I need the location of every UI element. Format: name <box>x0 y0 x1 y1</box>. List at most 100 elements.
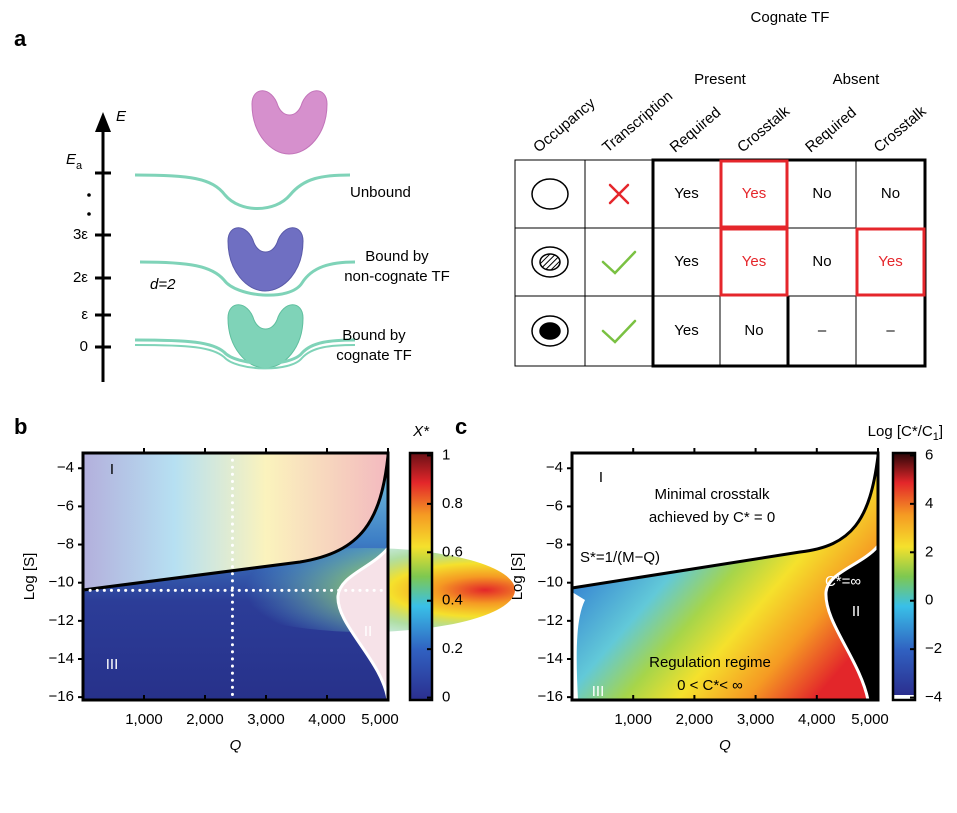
table-cell-text: Yes <box>674 185 698 202</box>
table-cell-text: Yes <box>742 253 766 270</box>
colorbar-tick-label: −4 <box>925 689 942 706</box>
state-label: Bound by <box>365 248 429 265</box>
state-label: cognate TF <box>336 347 412 364</box>
annotation: S*=1/(M−Q) <box>580 549 660 566</box>
distance-label: d=2 <box>150 276 176 293</box>
energy-tick-label: ε <box>81 306 88 323</box>
table-cell-text: No <box>881 185 900 202</box>
x-tick-label: 4,000 <box>308 711 346 728</box>
column-header: Transcription <box>599 88 676 156</box>
x-tick-label: 4,000 <box>798 711 836 728</box>
colorbar <box>410 453 432 700</box>
column-header: Required <box>667 104 725 156</box>
colorbar-label-end: ] <box>939 423 943 440</box>
table-cell-text: – <box>818 322 827 339</box>
state-label: Bound by <box>342 327 406 344</box>
annotation: achieved by C* = 0 <box>649 509 775 526</box>
state-label: Unbound <box>350 184 411 201</box>
colorbar-label: Log [C*/C1] <box>868 423 943 443</box>
table-cell-text: – <box>886 322 895 339</box>
table-subgroup: Present <box>694 71 747 88</box>
colorbar-label: X* <box>412 423 430 440</box>
energy-tick-label: 3ε <box>73 226 88 243</box>
y-axis-label: Log [S] <box>21 553 38 601</box>
y-tick-label: −14 <box>49 650 74 667</box>
y-axis-label: Log [S] <box>509 553 526 601</box>
y-tick-label: −16 <box>49 688 74 705</box>
ellipsis-dot <box>87 193 91 197</box>
energy-tick-label: 2ε <box>73 269 88 286</box>
x-tick-label: 1,000 <box>614 711 652 728</box>
table-subgroup: Absent <box>833 71 881 88</box>
region-label: I <box>599 469 603 486</box>
dna-curve <box>135 175 350 209</box>
colorbar-tick-label: 4 <box>925 495 933 512</box>
region-label: I <box>110 461 114 478</box>
panel-label: a <box>14 26 27 51</box>
x-tick-label: 3,000 <box>247 711 285 728</box>
region-label: II <box>852 603 860 620</box>
table-cell-text: No <box>812 253 831 270</box>
energy-arrow <box>95 112 111 132</box>
y-tick-label: −10 <box>49 574 74 591</box>
x-tick-label: 2,000 <box>676 711 714 728</box>
heatmap-fill <box>83 453 515 700</box>
x-axis-label: Q <box>719 737 731 754</box>
y-tick-label: −4 <box>546 459 563 476</box>
table-cell <box>585 296 653 366</box>
table-group-header: Cognate TF <box>751 9 830 26</box>
colorbar-tick-label: 6 <box>925 446 933 463</box>
panel-label: c <box>455 414 467 439</box>
x-tick-label: 5,000 <box>851 711 889 728</box>
colorbar-tick-label: 0.2 <box>442 640 463 657</box>
y-tick-label: −10 <box>538 574 563 591</box>
energy-tick-sub: a <box>76 160 83 172</box>
annotation: Minimal crosstalk <box>654 486 770 503</box>
region-label: II <box>364 623 372 640</box>
colorbar-tick-label: 0.6 <box>442 543 463 560</box>
table-cell-text: No <box>812 185 831 202</box>
y-tick-label: −8 <box>546 536 563 553</box>
colorbar-tick-label: −2 <box>925 640 942 657</box>
y-tick-label: −6 <box>57 497 74 514</box>
occupancy-icons <box>532 179 568 346</box>
y-tick-label: −12 <box>49 612 74 629</box>
colorbar-tick-label: 1 <box>442 446 450 463</box>
table-cell-text: Yes <box>878 253 902 270</box>
y-tick-label: −8 <box>57 536 74 553</box>
colorbar-tick-label: 2 <box>925 543 933 560</box>
column-header: Occupancy <box>530 95 599 157</box>
table-cell <box>585 228 653 296</box>
y-tick-label: −12 <box>538 612 563 629</box>
energy-tick-label: Ea <box>66 151 83 172</box>
figure: a E Ea 3ε 2ε ε 0 d=2 Unbound Bound by no… <box>0 0 957 813</box>
y-tick-label: −6 <box>546 497 563 514</box>
ellipsis-dot <box>87 212 91 216</box>
energy-tick-label: 0 <box>80 338 88 355</box>
transcription-icons <box>603 185 635 342</box>
table-cell-text: Yes <box>674 322 698 339</box>
energy-label: E <box>116 108 127 125</box>
colorbar-tick-label: 0 <box>925 592 933 609</box>
table-cell-text: Yes <box>674 253 698 270</box>
annotation: 0 < C*< ∞ <box>677 677 743 694</box>
region-label: III <box>592 683 605 700</box>
table-cell-text: Yes <box>742 185 766 202</box>
x-axis-label: Q <box>230 737 242 754</box>
x-tick-label: 5,000 <box>361 711 399 728</box>
colorbar <box>893 453 915 700</box>
tf-shape <box>252 91 327 154</box>
x-tick-label: 2,000 <box>186 711 224 728</box>
annotation: C*=∞ <box>825 573 861 590</box>
colorbar-tick-label: 0.8 <box>442 495 463 512</box>
table-cell-text: No <box>744 322 763 339</box>
column-header: Crosstalk <box>871 103 930 157</box>
column-header: Crosstalk <box>734 103 793 157</box>
panel-label: b <box>14 414 27 439</box>
colorbar-label-main: Log [C*/C <box>868 423 933 440</box>
x-tick-label: 1,000 <box>125 711 163 728</box>
colorbar-tick-label: 0 <box>442 689 450 706</box>
column-header: Required <box>802 104 860 156</box>
region-label: III <box>106 656 119 673</box>
